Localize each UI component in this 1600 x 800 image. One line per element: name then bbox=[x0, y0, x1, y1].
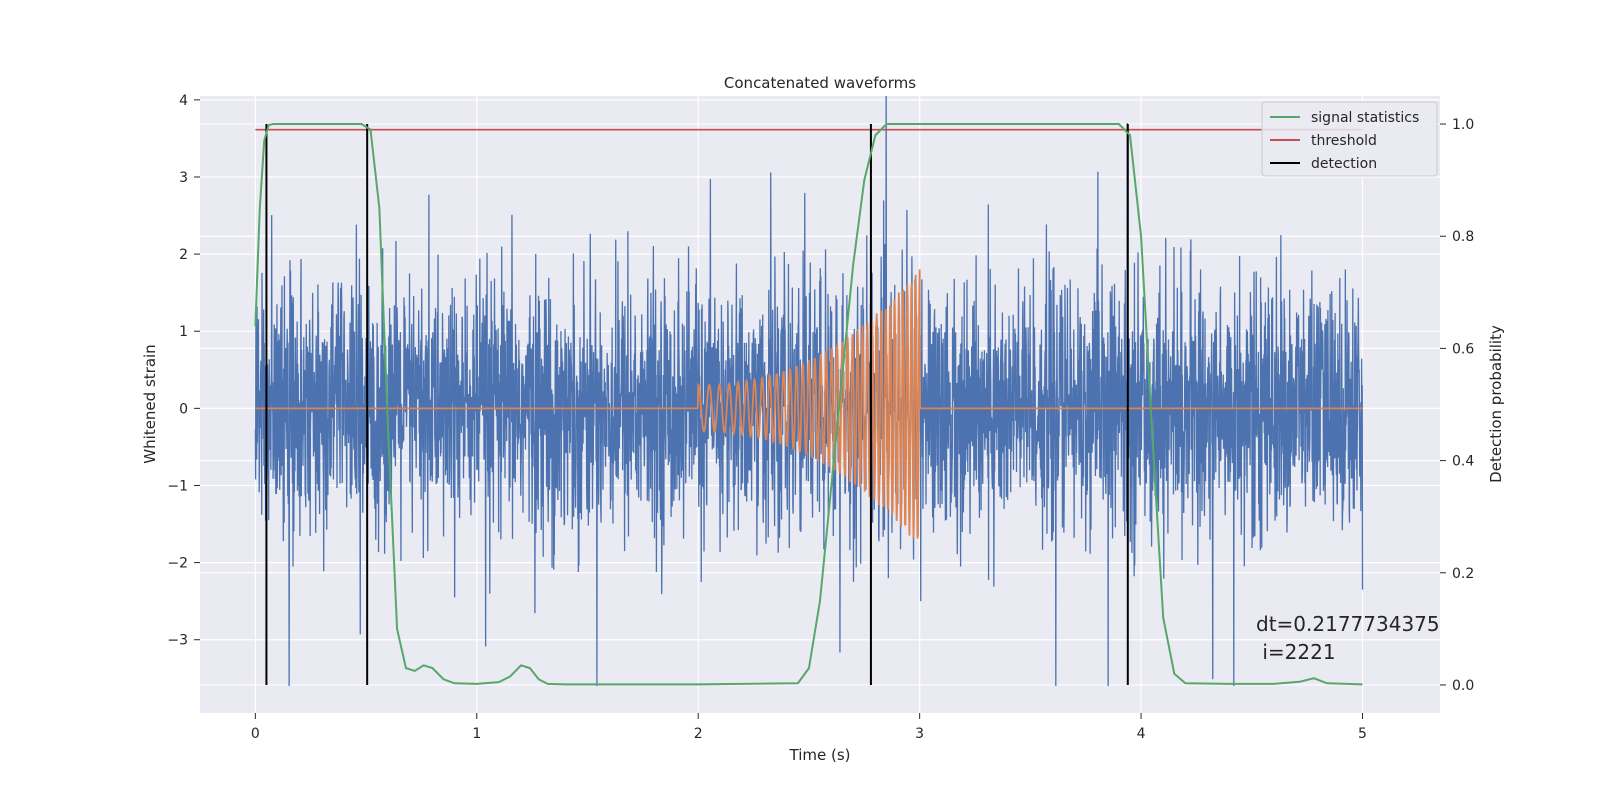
y-right-tick-label: 0.8 bbox=[1452, 229, 1474, 245]
y-left-tick-label: −2 bbox=[167, 556, 188, 572]
y-left-tick-label: 4 bbox=[179, 93, 188, 109]
x-tick-label: 0 bbox=[251, 726, 260, 742]
y-left-tick-label: −1 bbox=[167, 478, 188, 494]
x-tick-label: 3 bbox=[915, 726, 924, 742]
y-axis-label-right: Detection probability bbox=[1487, 325, 1505, 483]
chirp-series bbox=[255, 269, 1363, 539]
y-left-tick-label: 1 bbox=[179, 324, 188, 340]
y-axis-label-left: Whitened strain bbox=[141, 344, 159, 463]
axes: 0 1 2 3 4 5 −3 −2 −1 0 1 2 3 4 0.0 0.2 0.4 0.6 0.8 1.0 bbox=[167, 93, 1474, 742]
annotation-index: i=2221 bbox=[1256, 640, 1336, 664]
x-axis-label: Time (s) bbox=[789, 746, 851, 764]
x-tick-label: 4 bbox=[1137, 726, 1146, 742]
series-injected-waveform bbox=[255, 269, 1363, 539]
x-tick-label: 2 bbox=[694, 726, 703, 742]
annotation-dt: dt=0.2177734375 bbox=[1256, 612, 1440, 636]
legend: signal statistics threshold detection bbox=[1261, 101, 1438, 177]
y-right-tick-label: 1.0 bbox=[1452, 117, 1474, 133]
x-tick-label: 1 bbox=[472, 726, 481, 742]
y-right-tick-label: 0.0 bbox=[1452, 678, 1474, 694]
x-tick-label: 5 bbox=[1358, 726, 1367, 742]
legend-label-threshold: threshold bbox=[1311, 133, 1377, 149]
y-left-tick-label: 3 bbox=[179, 170, 188, 186]
series-signal-statistics bbox=[254, 123, 1363, 686]
legend-label-detection: detection bbox=[1311, 156, 1377, 172]
legend-box bbox=[1261, 101, 1438, 177]
probability-series bbox=[254, 123, 1363, 686]
y-right-tick-label: 0.4 bbox=[1452, 454, 1474, 470]
y-right-tick-label: 0.2 bbox=[1452, 566, 1474, 582]
y-left-tick-label: 2 bbox=[179, 247, 188, 263]
y-left-tick-label: 0 bbox=[179, 401, 188, 417]
chart-title: Concatenated waveforms bbox=[724, 74, 916, 92]
legend-label-signal-statistics: signal statistics bbox=[1311, 110, 1419, 126]
y-left-tick-label: −3 bbox=[167, 633, 188, 649]
y-right-tick-label: 0.6 bbox=[1452, 341, 1474, 357]
